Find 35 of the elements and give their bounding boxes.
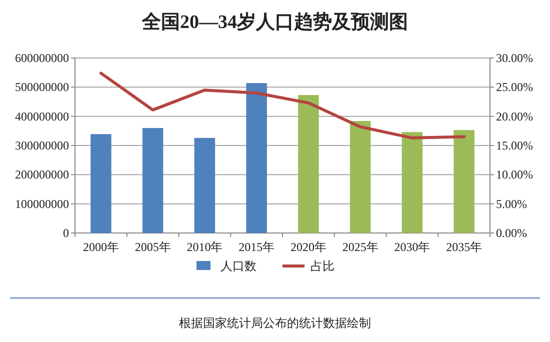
bar [246,83,267,233]
bar [142,128,164,233]
y-tick-label: 300000000 [15,138,69,152]
y-tick-label: 600000000 [15,51,69,65]
x-tick-label: 2015年 [238,240,275,254]
text: 根据国家统计局公布的统计数据绘制 [179,316,371,330]
legend-label: 占比 [310,259,334,273]
x-tick-label: 2020年 [290,240,326,254]
y-tick-label: 0 [63,226,69,240]
bar [402,132,423,233]
y2-tick-label: 0.00% [496,226,527,240]
x-tick-label: 2035年 [446,240,482,254]
y2-tick-label: 20.00% [496,109,533,124]
y-tick-label: 500000000 [15,80,69,94]
bar [194,138,216,233]
x-tick-label: 2010年 [186,240,223,254]
x-tick-label: 2025年 [342,240,378,254]
bar [90,134,112,233]
x-tick-label: 2000年 [82,240,119,254]
y2-tick-label: 25.00% [496,80,533,94]
chart-title: 全国20—34岁人口趋势及预测图 [141,11,408,33]
y-tick-label: 100000000 [15,196,69,211]
y2-tick-label: 10.00% [496,168,533,182]
y-tick-label: 400000000 [15,109,69,124]
x-tick-label: 2005年 [134,240,171,254]
legend-label: 人口数 [220,259,256,273]
y2-tick-label: 5.00% [496,196,527,211]
bar [350,121,371,233]
y2-tick-label: 30.00% [496,51,533,65]
x-tick-label: 2030年 [394,240,430,254]
bar [454,130,474,233]
y2-tick-label: 15.00% [496,138,533,152]
line-series [99,72,466,140]
bar [298,95,319,233]
y-tick-label: 200000000 [15,168,69,182]
